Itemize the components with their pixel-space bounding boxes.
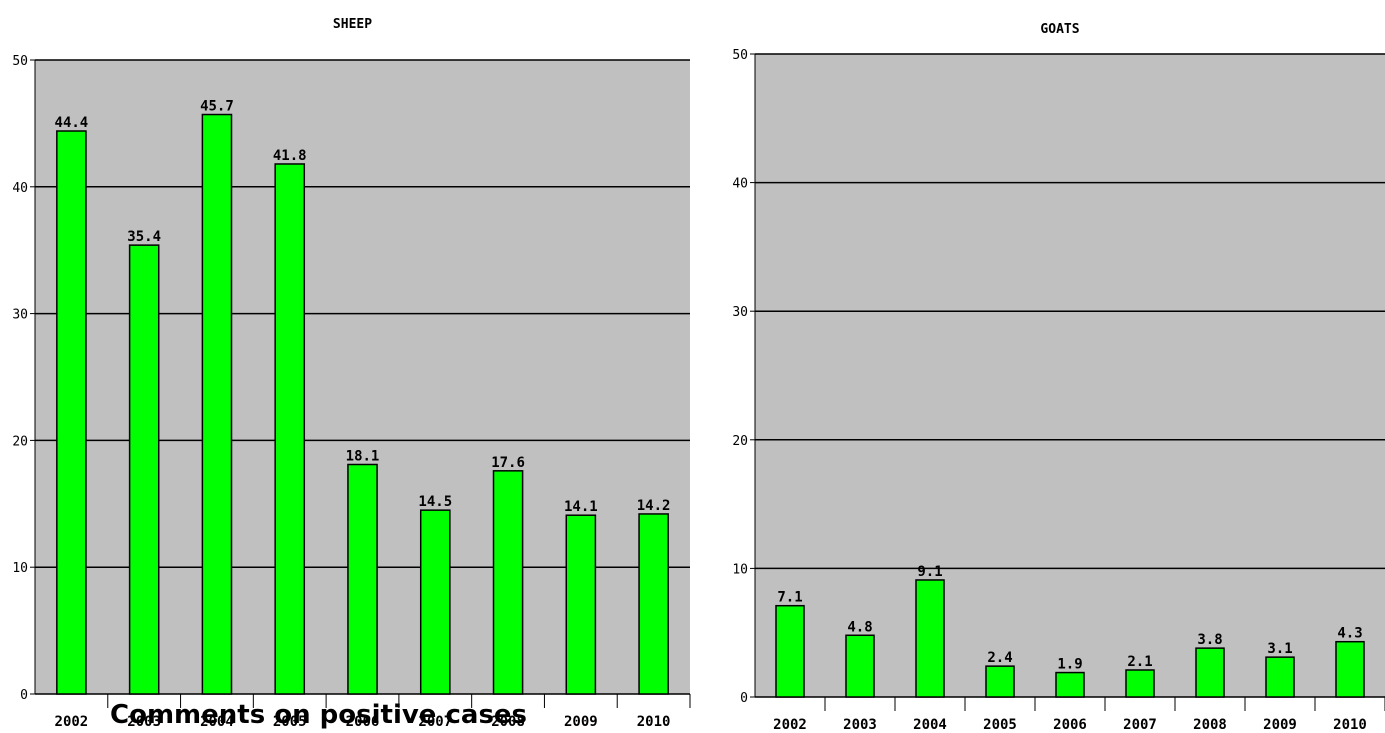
goats-data-label: 2.1 xyxy=(1127,654,1152,670)
goats-x-tick-label: 2009 xyxy=(1263,717,1297,733)
goats-bar xyxy=(775,604,805,698)
sheep-data-label: 18.1 xyxy=(346,448,380,464)
goats-y-tick-label: 0 xyxy=(740,691,748,706)
sheep-bar xyxy=(128,244,160,695)
goats-y-tick-label: 20 xyxy=(732,434,748,449)
goats-bar xyxy=(1195,647,1225,698)
goats-y-tick-label: 40 xyxy=(732,177,748,192)
sheep-bar xyxy=(274,163,306,695)
goats-bar xyxy=(985,665,1015,698)
sheep-data-label: 44.4 xyxy=(55,115,89,131)
goats-data-label: 7.1 xyxy=(777,590,802,606)
sheep-data-label: 41.8 xyxy=(273,148,307,164)
goats-x-tick-label: 2010 xyxy=(1333,717,1367,733)
sheep-data-label: 14.5 xyxy=(418,494,452,510)
goats-data-label: 3.8 xyxy=(1197,632,1222,648)
sheep-y-tick-label: 30 xyxy=(12,308,28,323)
goats-x-tick-label: 2008 xyxy=(1193,717,1227,733)
goats-x-tick-label: 2007 xyxy=(1123,717,1157,733)
goats-y-tick-label: 50 xyxy=(732,48,748,63)
goats-y-tick-label: 30 xyxy=(732,305,748,320)
goats-bar xyxy=(1055,671,1085,698)
sheep-bar xyxy=(565,514,597,695)
sheep-y-tick-label: 50 xyxy=(12,54,28,69)
goats-x-tick-label: 2004 xyxy=(913,717,947,733)
sheep-data-label: 45.7 xyxy=(200,99,234,115)
sheep-data-label: 14.2 xyxy=(637,498,671,514)
sheep-x-tick-label: 2009 xyxy=(564,714,598,730)
sheep-bar xyxy=(638,513,669,695)
sheep-bar xyxy=(347,463,378,695)
sheep-y-tick-label: 20 xyxy=(12,434,28,449)
sheep-x-tick-label: 2007 xyxy=(418,714,452,730)
sheep-y-tick-label: 10 xyxy=(12,561,28,576)
sheep-y-tick-label: 40 xyxy=(12,181,28,196)
sheep-data-label: 35.4 xyxy=(127,229,161,245)
sheep-bar xyxy=(201,113,233,695)
goats-x-tick-label: 2006 xyxy=(1053,717,1087,733)
goats-x-tick-label: 2002 xyxy=(773,717,807,733)
goats-bar xyxy=(1125,669,1155,698)
sheep-bar xyxy=(56,130,87,695)
goats-bar xyxy=(1265,656,1295,698)
goats-bar xyxy=(915,579,945,698)
sheep-x-tick-label: 2010 xyxy=(637,714,671,730)
goats-x-tick-label: 2005 xyxy=(983,717,1017,733)
sheep-x-tick-label: 2005 xyxy=(273,714,307,730)
comments-heading: Comments on positive cases xyxy=(110,700,528,730)
sheep-data-label: 17.6 xyxy=(491,455,525,471)
sheep-x-tick-label: 2008 xyxy=(491,714,525,730)
goats-data-label: 2.4 xyxy=(987,650,1012,666)
goats-plot-area xyxy=(755,54,1385,697)
sheep-chart-title: SHEEP xyxy=(333,17,372,32)
goats-chart: GOATS 0 10 20 30 40 50 7.1 2002 4.8 2003 9.1 2004 2.4… xyxy=(732,22,1385,733)
sheep-chart: SHEEP 0 10 20 30 40 50 44.4 2002 35.4 2003 45.7 2004… xyxy=(12,17,691,730)
sheep-x-tick-label: 2002 xyxy=(55,714,89,730)
goats-bar xyxy=(1335,640,1365,698)
goats-data-label: 4.3 xyxy=(1337,626,1362,642)
sheep-bar xyxy=(419,509,451,695)
sheep-bar xyxy=(492,470,524,695)
goats-y-tick-label: 10 xyxy=(732,562,748,577)
goats-bar xyxy=(845,634,875,698)
sheep-x-tick-label: 2006 xyxy=(346,714,380,730)
sheep-x-tick-label: 2003 xyxy=(127,714,161,730)
goats-data-label: 1.9 xyxy=(1057,657,1082,673)
goats-x-tick-label: 2003 xyxy=(843,717,877,733)
sheep-data-label: 14.1 xyxy=(564,499,598,515)
goats-data-label: 9.1 xyxy=(917,564,942,580)
sheep-y-tick-label: 0 xyxy=(20,688,28,703)
goats-data-label: 3.1 xyxy=(1267,641,1292,657)
goats-data-label: 4.8 xyxy=(847,619,872,635)
goats-chart-title: GOATS xyxy=(1040,22,1079,37)
sheep-x-tick-label: 2004 xyxy=(200,714,234,730)
